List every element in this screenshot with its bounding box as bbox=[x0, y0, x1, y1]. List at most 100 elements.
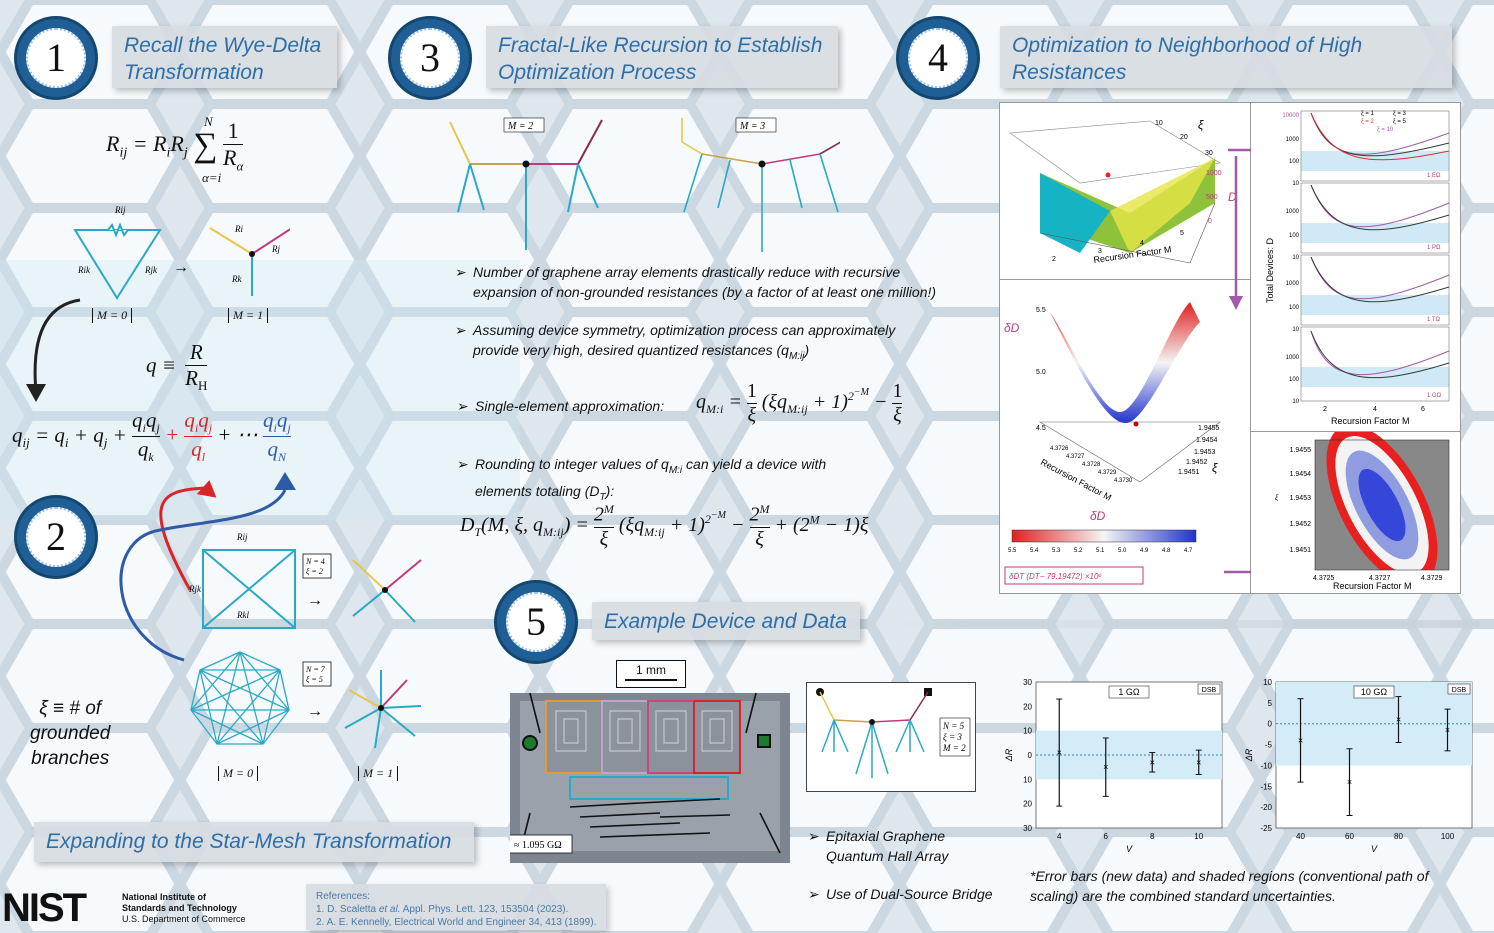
svg-text:4.8: 4.8 bbox=[1162, 548, 1171, 554]
svg-text:4.3725: 4.3725 bbox=[1313, 575, 1335, 582]
svg-text:ξ = 5: ξ = 5 bbox=[1393, 119, 1407, 125]
svg-text:N = 4: N = 4 bbox=[305, 557, 325, 566]
svg-text:D: D bbox=[1228, 190, 1237, 204]
section-4-badge: 4 bbox=[896, 16, 980, 100]
connector-arrows bbox=[119, 472, 296, 662]
svg-text:1.9455: 1.9455 bbox=[1290, 447, 1312, 454]
star-mesh-diagram: Rij Rjk Rkl N = 4 ξ = 2 → N = 7 ξ = 5 → bbox=[188, 532, 422, 749]
x-tick-label: 10 bbox=[1194, 832, 1203, 841]
svg-text:5.0: 5.0 bbox=[1036, 369, 1046, 376]
y-tick-label: 0 bbox=[1268, 720, 1273, 729]
svg-text:≈ 1.095 GΩ: ≈ 1.095 GΩ bbox=[514, 840, 562, 851]
svg-text:100: 100 bbox=[1289, 233, 1300, 239]
delta-surface-plot: δD 5.5 5.0 4.5 Recursion Factor M ξ 1.94… bbox=[1004, 302, 1221, 585]
nist-logo: NIST bbox=[2, 886, 87, 930]
svg-text:4.3729: 4.3729 bbox=[1421, 575, 1443, 582]
svg-text:4.3728: 4.3728 bbox=[1082, 462, 1101, 468]
section-1-badge: 1 bbox=[14, 16, 98, 100]
wye-delta-equation: Rij = RiRj ∑ 1 Rα N α=i bbox=[106, 114, 244, 185]
svg-text:4.9: 4.9 bbox=[1140, 548, 1149, 554]
dsb-badge: DSB bbox=[1452, 687, 1467, 694]
scale-bar: 1 mm bbox=[616, 660, 686, 688]
svg-text:1.9451: 1.9451 bbox=[1178, 469, 1200, 476]
svg-text:Rjk: Rjk bbox=[144, 265, 158, 275]
svg-text:1.9453: 1.9453 bbox=[1290, 495, 1312, 502]
x-tick-label: 6 bbox=[1104, 832, 1109, 841]
svg-text:Rj: Rj bbox=[271, 244, 280, 254]
svg-text:Recursion Factor M: Recursion Factor M bbox=[1039, 457, 1113, 503]
y-tick-label: 20 bbox=[1023, 800, 1032, 809]
svg-text:30: 30 bbox=[1205, 150, 1213, 157]
section-2-number: 2 bbox=[26, 507, 86, 567]
star-label-m0: M = 0 bbox=[218, 766, 259, 781]
y-tick-label: -15 bbox=[1260, 782, 1272, 791]
nist-org: National Institute of Standards and Tech… bbox=[122, 892, 246, 924]
svg-text:1.9455: 1.9455 bbox=[1198, 425, 1220, 432]
section-5-title: Example Device and Data bbox=[592, 602, 860, 640]
svg-text:Rk: Rk bbox=[231, 274, 242, 284]
svg-text:10: 10 bbox=[1155, 120, 1163, 127]
y-tick-label: -5 bbox=[1265, 741, 1273, 750]
chart-1g: 30 20 10 0 10 20 30 × 4 × 6 × 8 × 10 1 GΩ DSB V ΔR bbox=[1004, 678, 1223, 854]
svg-text:1 PΩ: 1 PΩ bbox=[1427, 245, 1441, 251]
svg-text:→: → bbox=[307, 703, 323, 720]
svg-text:4.5: 4.5 bbox=[1036, 425, 1046, 432]
y-tick-label: 30 bbox=[1023, 824, 1032, 833]
svg-text:4.3729: 4.3729 bbox=[1098, 470, 1117, 476]
x-tick-label: 80 bbox=[1394, 832, 1403, 841]
bullet-1: ➢ Number of graphene array elements dras… bbox=[455, 264, 937, 300]
svg-text:M = 2: M = 2 bbox=[942, 743, 966, 753]
recursion-diagrams: M = 2 M = 3 bbox=[449, 117, 840, 252]
uncertainty-note: *Error bars (new data) and shaded region… bbox=[1030, 868, 1429, 904]
references: References: 1. D. Scaletta et al. Appl. … bbox=[316, 891, 597, 928]
data-point: × bbox=[1150, 757, 1155, 767]
svg-text:N = 7: N = 7 bbox=[305, 665, 326, 674]
references-box bbox=[306, 884, 606, 930]
svg-text:1.9452: 1.9452 bbox=[1290, 521, 1312, 528]
y-tick-label: -25 bbox=[1260, 824, 1272, 833]
chart-title-box bbox=[1108, 685, 1150, 699]
section-1-number: 1 bbox=[26, 28, 86, 88]
svg-text:5.1: 5.1 bbox=[1096, 548, 1105, 554]
svg-text:5: 5 bbox=[1180, 230, 1184, 237]
data-point: × bbox=[1103, 762, 1108, 772]
section-2-badge: 2 bbox=[14, 495, 98, 579]
svg-text:1000: 1000 bbox=[1286, 137, 1300, 143]
label-m1: M = 1 bbox=[228, 308, 269, 323]
svg-text:1.9452: 1.9452 bbox=[1186, 459, 1208, 466]
y-tick-label: 10 bbox=[1023, 727, 1032, 736]
svg-text:ξ: ξ bbox=[1275, 495, 1279, 502]
data-point: × bbox=[1347, 777, 1352, 787]
svg-text:1 EΩ: 1 EΩ bbox=[1427, 173, 1441, 179]
total-devices-equation: DT(M, ξ, qM:ij) = 2M ξ (ξqM:ij + 1)2−M − … bbox=[460, 502, 869, 550]
section-5-badge: 5 bbox=[494, 580, 578, 664]
section-4-number: 4 bbox=[908, 28, 968, 88]
svg-text:δD: δD bbox=[1004, 321, 1020, 335]
svg-text:Total Devices: D: Total Devices: D bbox=[1265, 237, 1275, 303]
svg-text:ξ = 2: ξ = 2 bbox=[1361, 119, 1375, 125]
section-3-badge: 3 bbox=[388, 16, 472, 100]
svg-text:ξ = 5: ξ = 5 bbox=[306, 675, 323, 684]
svg-text:4.7: 4.7 bbox=[1184, 548, 1193, 554]
svg-text:2: 2 bbox=[1052, 256, 1056, 263]
svg-text:Rik: Rik bbox=[77, 265, 91, 275]
total-devices-plots: 10000 1000 100 10 1000 100 10 1000 100 1… bbox=[1251, 103, 1460, 431]
svg-text:500: 500 bbox=[1206, 194, 1218, 201]
svg-text:ξ: ξ bbox=[1198, 118, 1204, 132]
x-tick-label: 8 bbox=[1150, 832, 1155, 841]
svg-text:1.9454: 1.9454 bbox=[1196, 437, 1218, 444]
svg-text:10000: 10000 bbox=[1282, 113, 1299, 119]
svg-text:2: 2 bbox=[1323, 406, 1327, 413]
svg-text:δDT (DT− 79.19472) ×10⁶: δDT (DT− 79.19472) ×10⁶ bbox=[1009, 572, 1102, 581]
bullet-bridge: ➢ Use of Dual-Source Bridge bbox=[808, 886, 993, 902]
dsb-badge: DSB bbox=[1202, 687, 1217, 694]
svg-text:5.4: 5.4 bbox=[1030, 548, 1039, 554]
dsb-badge-box bbox=[1447, 683, 1471, 695]
svg-text:δD: δD bbox=[1090, 509, 1106, 523]
svg-text:10: 10 bbox=[1292, 327, 1299, 333]
svg-text:Rjk: Rjk bbox=[188, 584, 202, 594]
svg-text:5.5: 5.5 bbox=[1036, 307, 1046, 314]
bullet-2: ➢ Assuming device symmetry, optimization… bbox=[455, 322, 896, 362]
svg-text:1.9453: 1.9453 bbox=[1194, 449, 1216, 456]
